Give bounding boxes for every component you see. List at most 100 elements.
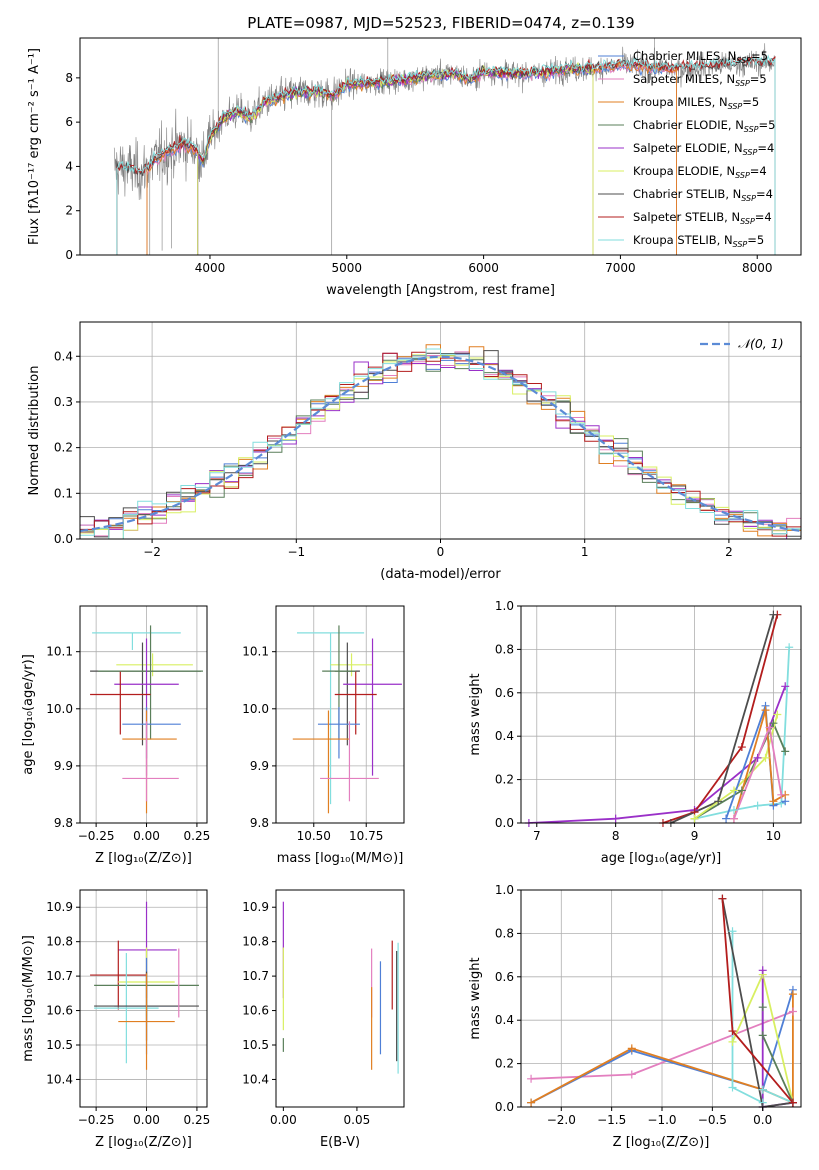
x-tick-label: 9 [691, 829, 699, 843]
y-tick-label: 9.8 [54, 816, 73, 830]
panel-residuals: 𝒩(0, 1) −2 −1 0 1 2 0.0 0.1 0.2 0.3 0.4 (data-model… [27, 321, 802, 582]
series-marker-salpeter-elodie [781, 682, 790, 691]
legend-label: Salpeter ELODIE, [633, 141, 734, 155]
y-tick-label: 1.0 [495, 883, 514, 897]
x-tick-label: 0.0 [753, 1113, 772, 1127]
x-tick-label: 0.05 [344, 1113, 371, 1127]
y-tick-label: 0.8 [495, 642, 514, 656]
x-axis-label: E(B-V) [320, 1135, 360, 1150]
x-axis-label: mass [log₁₀(M/M⊙)] [277, 851, 404, 866]
normal-curve [80, 355, 801, 533]
panel-mass-weight-vs-age: 7 8 9 10 0.0 0.2 0.4 0.6 0.8 1.0 age [log₁₀(age/yr… [468, 599, 802, 866]
panel-mass-vs-z: −0.25 0.00 0.25 10.4 10.5 10.6 10.7 10.8 10.9 Z [… [21, 889, 211, 1150]
y-tick-label: 10.6 [242, 1004, 269, 1018]
y-tick-label: 9.9 [250, 759, 269, 773]
legend-label: Chabrier STELIB, [633, 187, 733, 201]
axes-frame [520, 889, 802, 1108]
series-marker-salpeter-miles [788, 1007, 797, 1016]
series-marker-salpeter-miles [527, 1074, 536, 1083]
x-tick-label: −1.0 [647, 1113, 676, 1127]
series-marker-salpeter-stelib [718, 894, 727, 903]
legend-entry: Salpeter ELODIE, NSSP=4 [633, 141, 774, 157]
series-marker-chabrier-elodie [737, 786, 746, 795]
y-tick-label: 10.9 [46, 900, 73, 914]
x-tick-label: 5000 [332, 261, 363, 275]
series-marker-kroupa-miles [788, 990, 797, 999]
y-tick-label: 0.4 [495, 1013, 514, 1027]
x-tick-label: −2 [143, 545, 161, 559]
series-marker-salpeter-stelib [737, 743, 746, 752]
legend-nssp-sub: SSP [743, 148, 758, 157]
model-spectrum-salpeter-stelib [116, 56, 776, 255]
axes-frame [520, 605, 802, 824]
series-marker-salpeter-miles [627, 1070, 636, 1079]
y-axis-label: age [log₁₀(age/yr)] [21, 654, 36, 775]
series-marker-kroupa-elodie [728, 1037, 737, 1046]
y-tick-label: 10.8 [242, 935, 269, 949]
y-axis-label: mass [log₁₀(M/M⊙)] [21, 935, 36, 1062]
y-tick-label: 10.9 [242, 900, 269, 914]
legend-nssp: N [726, 164, 735, 178]
x-tick-label: 2 [725, 545, 733, 559]
legend-entry: Kroupa ELODIE, NSSP=4 [633, 164, 767, 180]
series-marker-chabrier-elodie [758, 1031, 767, 1040]
x-tick-label: 0.00 [133, 829, 160, 843]
legend-label: Kroupa STELIB, [633, 233, 724, 247]
x-tick-label: 0.25 [184, 829, 211, 843]
x-tick-label: 10.75 [349, 829, 383, 843]
series-marker-kroupa-stelib [729, 805, 738, 814]
axes-frame [79, 37, 802, 256]
x-tick-label: 0 [437, 545, 445, 559]
series-marker-kroupa-miles [761, 706, 770, 715]
legend-nssp-sub: SSP [740, 217, 755, 226]
legend-nssp-value: =5 [742, 95, 759, 109]
series-marker-kroupa-elodie [729, 786, 738, 795]
histogram-salpeter-elodie [80, 352, 801, 539]
x-axis-label: Z [log₁₀(Z/Z⊙)] [95, 1135, 192, 1150]
plot-area [90, 901, 199, 1070]
legend-label: Kroupa MILES, [633, 95, 719, 109]
series-marker-salpeter-elodie [758, 966, 767, 975]
x-axis-label: age [log₁₀(age/yr)] [601, 851, 722, 866]
series-marker-chabrier-elodie [781, 747, 790, 756]
axes-frame [79, 605, 208, 824]
x-tick-label: 0.25 [184, 1113, 211, 1127]
x-tick-label: −1.5 [597, 1113, 626, 1127]
y-tick-label: 0.2 [54, 441, 73, 455]
y-tick-label: 10.7 [46, 969, 73, 983]
y-tick-label: 10.4 [46, 1072, 73, 1086]
legend-label: Kroupa ELODIE, [633, 164, 726, 178]
plot-area [282, 901, 399, 1074]
series-marker-kroupa-stelib [753, 801, 762, 810]
legend-nssp: N [719, 95, 728, 109]
legend-nssp-value: =5 [751, 49, 768, 63]
y-axis-label: mass weight [468, 957, 483, 1039]
series-line-kroupa-miles [733, 709, 786, 819]
y-tick-label: 0.4 [495, 729, 514, 743]
y-axis-label: mass weight [468, 673, 483, 755]
series-marker-salpeter-elodie [611, 814, 620, 823]
y-tick-label: 0.0 [495, 816, 514, 830]
y-tick-label: 10.0 [242, 702, 269, 716]
legend-nssp: N [731, 210, 740, 224]
series-marker-kroupa-stelib [728, 927, 737, 936]
legend-label: Chabrier ELODIE, [633, 118, 735, 132]
legend-nssp-value: =5 [750, 72, 767, 86]
y-tick-label: 2 [65, 204, 73, 218]
legend-entry: Chabrier STELIB, NSSP=4 [633, 187, 773, 203]
y-axis-label: Normed distribution [27, 366, 42, 496]
x-tick-label: −0.5 [698, 1113, 727, 1127]
y-tick-label: 9.8 [250, 816, 269, 830]
legend-nssp: N [734, 141, 743, 155]
figure-title: PLATE=0987, MJD=52523, FIBERID=0474, z=0… [247, 14, 634, 32]
x-tick-label: 1 [581, 545, 589, 559]
axes-frame [79, 889, 208, 1108]
legend-nssp-value: =4 [756, 187, 773, 201]
series-marker-kroupa-elodie [773, 710, 782, 719]
legend-nssp-value: =4 [755, 210, 772, 224]
x-tick-label: −1 [287, 545, 305, 559]
plot-area [292, 625, 402, 814]
axes-frame [275, 889, 405, 1108]
y-tick-label: 10.7 [242, 969, 269, 983]
y-tick-label: 0.0 [495, 1100, 514, 1114]
